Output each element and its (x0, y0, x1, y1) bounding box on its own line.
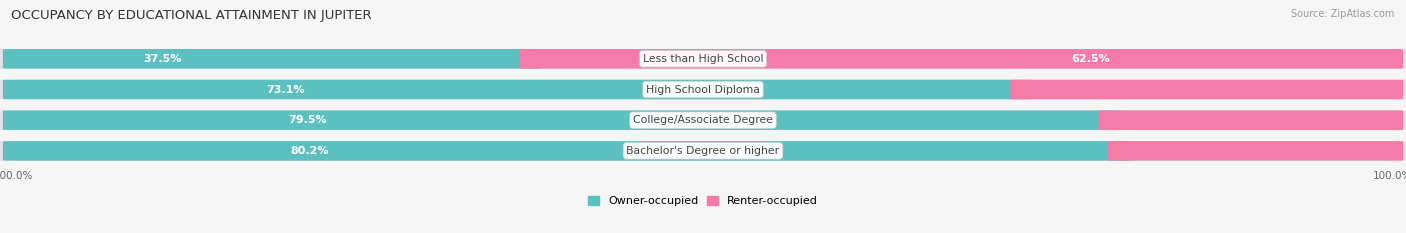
Text: College/Associate Degree: College/Associate Degree (633, 115, 773, 125)
Text: 79.5%: 79.5% (288, 115, 326, 125)
FancyBboxPatch shape (1108, 141, 1403, 161)
FancyBboxPatch shape (1011, 80, 1403, 99)
Text: 73.1%: 73.1% (266, 85, 304, 95)
Text: 62.5%: 62.5% (1071, 54, 1109, 64)
FancyBboxPatch shape (3, 141, 1130, 161)
FancyBboxPatch shape (1098, 110, 1403, 130)
Text: OCCUPANCY BY EDUCATIONAL ATTAINMENT IN JUPITER: OCCUPANCY BY EDUCATIONAL ATTAINMENT IN J… (11, 9, 371, 22)
Text: Source: ZipAtlas.com: Source: ZipAtlas.com (1291, 9, 1395, 19)
Text: 80.2%: 80.2% (290, 146, 329, 156)
Text: 37.5%: 37.5% (143, 54, 181, 64)
FancyBboxPatch shape (3, 49, 541, 69)
FancyBboxPatch shape (3, 110, 1121, 130)
FancyBboxPatch shape (520, 49, 1403, 69)
FancyBboxPatch shape (0, 141, 1406, 161)
Legend: Owner-occupied, Renter-occupied: Owner-occupied, Renter-occupied (588, 196, 818, 206)
FancyBboxPatch shape (0, 79, 1406, 99)
FancyBboxPatch shape (0, 49, 1406, 69)
FancyBboxPatch shape (0, 110, 1406, 130)
Text: Bachelor's Degree or higher: Bachelor's Degree or higher (627, 146, 779, 156)
Text: Less than High School: Less than High School (643, 54, 763, 64)
Text: High School Diploma: High School Diploma (647, 85, 759, 95)
FancyBboxPatch shape (3, 80, 1032, 99)
